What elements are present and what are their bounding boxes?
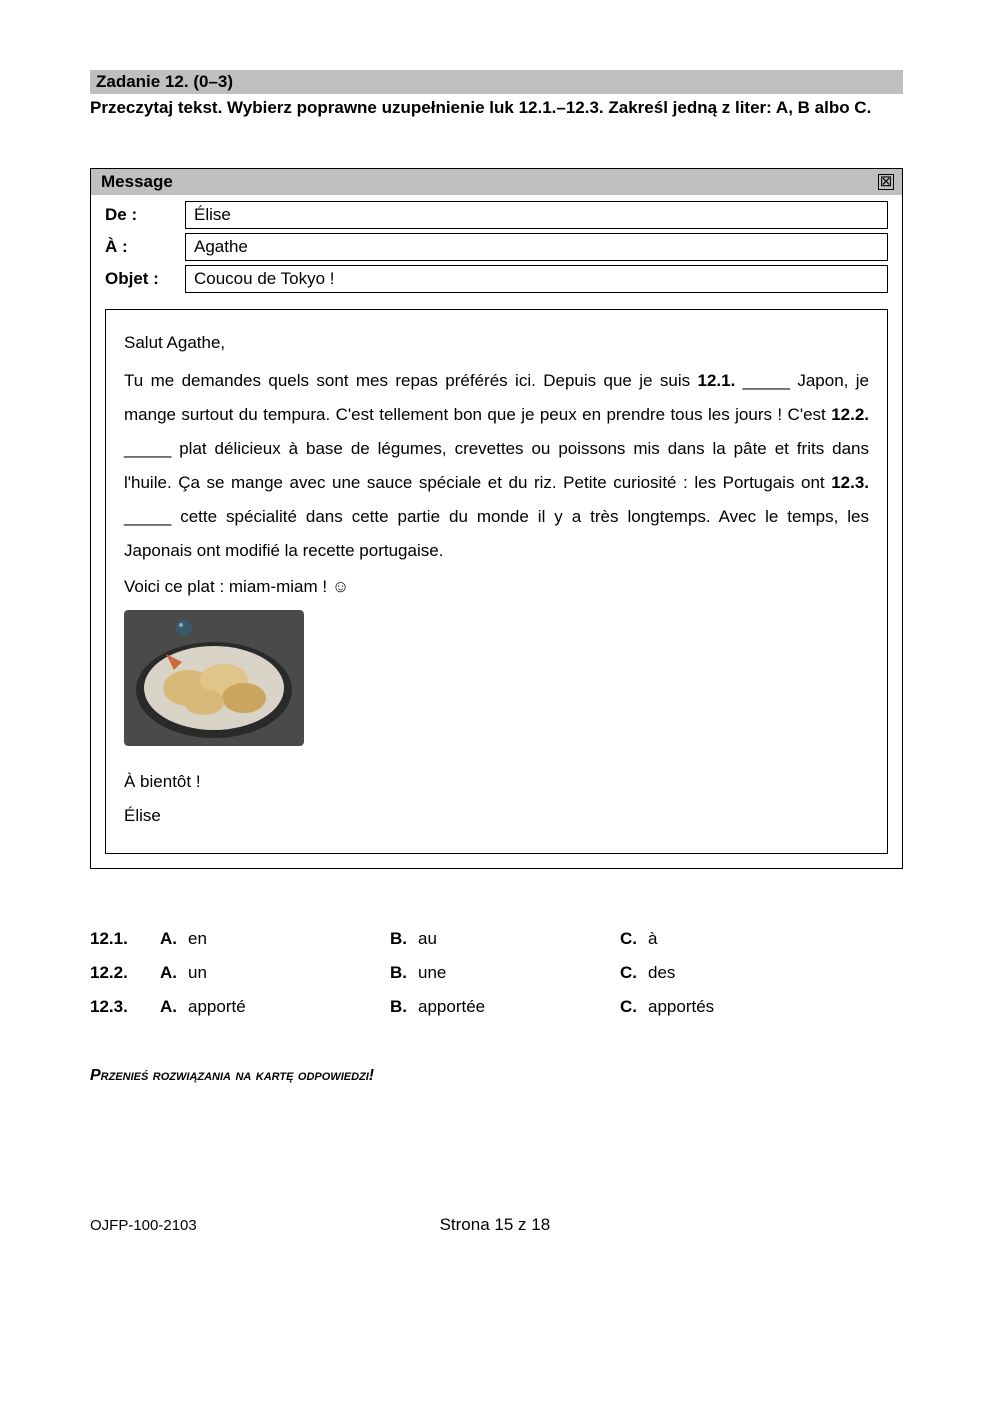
tempura-photo-icon xyxy=(124,610,304,746)
label-from: De : xyxy=(105,205,185,225)
option-letter: C. xyxy=(620,997,648,1017)
option-pair: B.une xyxy=(390,963,620,983)
option-letter: A. xyxy=(160,963,188,983)
option-value: apporté xyxy=(188,997,390,1017)
page-footer: OJFP-100-2103 Strona 15 z 18 xyxy=(90,1215,903,1235)
voici-line: Voici ce plat : miam-miam ! ☺ xyxy=(124,570,869,604)
option-letter: C. xyxy=(620,929,648,949)
message-body: Salut Agathe, Tu me demandes quels sont … xyxy=(105,309,888,854)
option-value: en xyxy=(188,929,390,949)
option-value: apportée xyxy=(418,997,620,1017)
footer-left: OJFP-100-2103 xyxy=(90,1217,197,1234)
option-value: des xyxy=(648,963,850,983)
closing-line-1: À bientôt ! xyxy=(124,765,869,799)
closing: À bientôt ! Élise xyxy=(124,765,869,833)
tempura-image xyxy=(124,610,304,746)
message-title: Message xyxy=(101,172,173,192)
label-subject: Objet : xyxy=(105,269,185,289)
task-instructions: Przeczytaj tekst. Wybierz poprawne uzupe… xyxy=(90,96,903,120)
options-block: 12.1.A.enB.auC.à12.2.A.unB.uneC.des12.3.… xyxy=(90,929,903,1017)
option-row: 12.3.A.apportéB.apportéeC.apportés xyxy=(90,997,903,1017)
option-row: 12.1.A.enB.auC.à xyxy=(90,929,903,949)
closing-line-2: Élise xyxy=(124,799,869,833)
option-row: 12.2.A.unB.uneC.des xyxy=(90,963,903,983)
option-letter: C. xyxy=(620,963,648,983)
message-window: Message ⊠ De : Élise À : Agathe Objet : … xyxy=(90,168,903,869)
option-value: au xyxy=(418,929,620,949)
option-pair: C.à xyxy=(620,929,850,949)
field-to: Agathe xyxy=(185,233,888,261)
message-header-fields: De : Élise À : Agathe Objet : Coucou de … xyxy=(91,195,902,303)
option-value: à xyxy=(648,929,850,949)
option-pair: B.au xyxy=(390,929,620,949)
option-letter: B. xyxy=(390,997,418,1017)
row-to: À : Agathe xyxy=(105,233,888,261)
row-subject: Objet : Coucou de Tokyo ! xyxy=(105,265,888,293)
option-pair: A.apporté xyxy=(160,997,390,1017)
label-to: À : xyxy=(105,237,185,257)
option-letter: B. xyxy=(390,929,418,949)
option-value: un xyxy=(188,963,390,983)
footer-center: Strona 15 z 18 xyxy=(440,1215,551,1235)
option-number: 12.3. xyxy=(90,997,160,1017)
option-letter: A. xyxy=(160,997,188,1017)
field-subject: Coucou de Tokyo ! xyxy=(185,265,888,293)
greeting: Salut Agathe, xyxy=(124,326,869,360)
option-value: apportés xyxy=(648,997,850,1017)
close-icon: ⊠ xyxy=(878,174,894,190)
option-letter: A. xyxy=(160,929,188,949)
field-from: Élise xyxy=(185,201,888,229)
option-pair: B.apportée xyxy=(390,997,620,1017)
message-titlebar: Message ⊠ xyxy=(91,169,902,195)
row-from: De : Élise xyxy=(105,201,888,229)
option-pair: C.des xyxy=(620,963,850,983)
message-body-text: Salut Agathe, Tu me demandes quels sont … xyxy=(124,326,869,604)
option-number: 12.1. xyxy=(90,929,160,949)
option-pair: A.un xyxy=(160,963,390,983)
option-pair: A.en xyxy=(160,929,390,949)
body-paragraph: Tu me demandes quels sont mes repas préf… xyxy=(124,364,869,568)
option-letter: B. xyxy=(390,963,418,983)
transfer-instruction: Przenieś rozwiązania na kartę odpowiedzi… xyxy=(90,1067,903,1085)
option-number: 12.2. xyxy=(90,963,160,983)
task-header: Zadanie 12. (0–3) xyxy=(90,70,903,94)
option-value: une xyxy=(418,963,620,983)
option-pair: C.apportés xyxy=(620,997,850,1017)
